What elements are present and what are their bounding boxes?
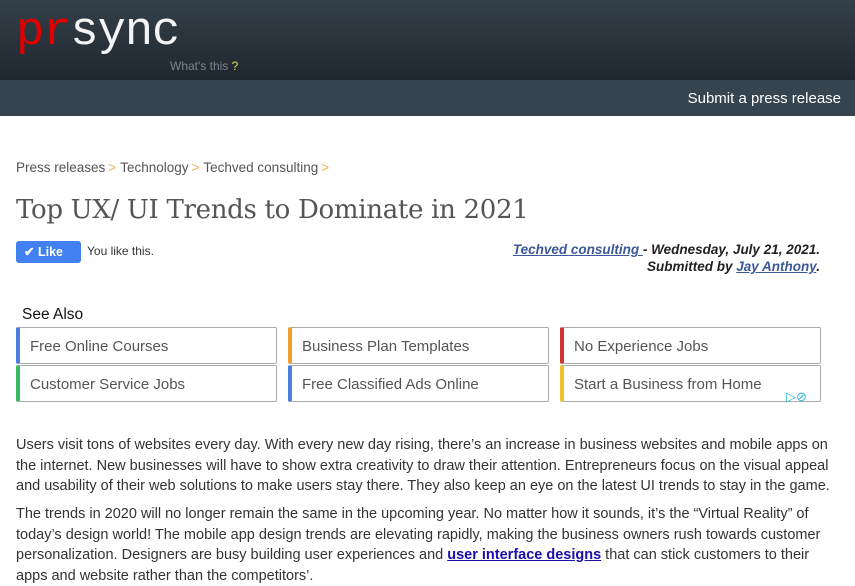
prsync-logo[interactable]: prsync [16,6,180,59]
breadcrumb: Press releases > Technology > Techved consul… [16,160,333,175]
check-icon: ✔ [24,245,35,259]
breadcrumb-technology[interactable]: Technology [120,160,189,175]
submit-press-release-link[interactable]: Submit a press release [687,90,841,107]
breadcrumb-techved[interactable]: Techved consulting [203,160,319,175]
play-icon: ▷ [786,389,796,404]
article-meta: Techved consulting - Wednesday, July 21,… [512,242,820,274]
ui-designs-link[interactable]: user interface designs [447,547,602,563]
nav-bar [0,80,855,116]
ad-link[interactable]: Free Online Courses [16,327,277,364]
ad-link[interactable]: Business Plan Templates [288,327,549,364]
hide-eye-icon: ⊘ [796,389,807,404]
page-title: Top UX/ UI Trends to Dominate in 2021 [16,195,529,225]
chevron-right-icon: > [191,160,200,175]
like-status: You like this. [87,244,154,258]
body-paragraph: The trends in 2020 will no longer remain… [16,506,821,584]
body-paragraph: Users visit tons of websites every day. … [16,437,830,494]
like-button[interactable]: ✔ Like [16,241,81,263]
chevron-right-icon: > [108,160,117,175]
site-header [0,0,855,80]
adchoices-icons[interactable]: ▷⊘ [786,389,807,405]
ad-link[interactable]: Customer Service Jobs [16,365,277,402]
chevron-right-icon: > [321,160,330,175]
ad-link[interactable]: No Experience Jobs [560,327,821,364]
whats-this-link[interactable]: What's this ? [170,59,239,73]
author-link[interactable]: Jay Anthony [736,259,817,274]
see-also-heading: See Also [22,306,84,323]
ad-link[interactable]: Free Classified Ads Online [288,365,549,402]
question-icon: ? [231,59,239,73]
breadcrumb-press-releases[interactable]: Press releases [16,160,106,175]
ad-link[interactable]: Start a Business from Home [560,365,821,402]
company-link[interactable]: Techved consulting [512,242,643,257]
